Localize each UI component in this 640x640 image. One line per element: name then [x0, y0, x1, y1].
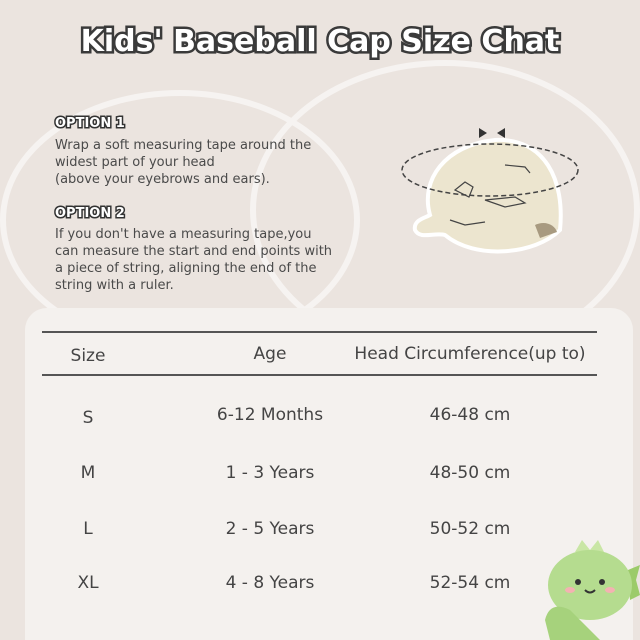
- header-age: Age: [253, 344, 287, 364]
- cell-age: 1 - 3 Years: [225, 463, 315, 483]
- cell-age: 2 - 5 Years: [225, 519, 315, 539]
- cell-age: 4 - 8 Years: [225, 573, 315, 593]
- option-1-text: Wrap a soft measuring tape around the wi…: [55, 137, 375, 188]
- header-head-circumference: Head Circumference(up to): [354, 344, 586, 364]
- text-line: (above your eyebrows and ears).: [55, 172, 270, 187]
- cell-size: XL: [77, 573, 99, 593]
- cell-size: M: [80, 463, 96, 483]
- text-line: widest part of your head: [55, 155, 215, 170]
- option-2-text: If you don't have a measuring tape,you c…: [55, 226, 375, 294]
- cell-circumference: 48-50 cm: [429, 463, 511, 483]
- cell-size: S: [82, 408, 94, 428]
- arrow-right-icon: [479, 128, 487, 138]
- arrow-left-icon: [497, 128, 505, 138]
- text-line: string with a ruler.: [55, 278, 174, 293]
- dinosaur-mascot-icon: [545, 540, 640, 640]
- page-title: Kids' Baseball Cap Size Chat: [78, 22, 562, 62]
- cell-circumference: 46-48 cm: [429, 405, 511, 425]
- cap-illustration: [401, 128, 579, 254]
- text-line: can measure the start and end points wit…: [55, 244, 333, 259]
- divider: [42, 374, 597, 376]
- cell-size: L: [83, 519, 93, 539]
- size-table-card: [25, 308, 633, 640]
- text-line: If you don't have a measuring tape,you: [55, 227, 312, 242]
- text-line: a piece of string, aligning the end of t…: [55, 261, 317, 276]
- cell-age: 6-12 Months: [216, 405, 324, 425]
- text-line: Wrap a soft measuring tape around the: [55, 138, 312, 153]
- header-size: Size: [70, 346, 106, 366]
- option-2-label: OPTION 2: [54, 205, 127, 223]
- cell-circumference: 52-54 cm: [429, 573, 511, 593]
- divider: [42, 331, 597, 333]
- option-1-label: OPTION 1: [54, 115, 127, 133]
- cell-circumference: 50-52 cm: [429, 519, 511, 539]
